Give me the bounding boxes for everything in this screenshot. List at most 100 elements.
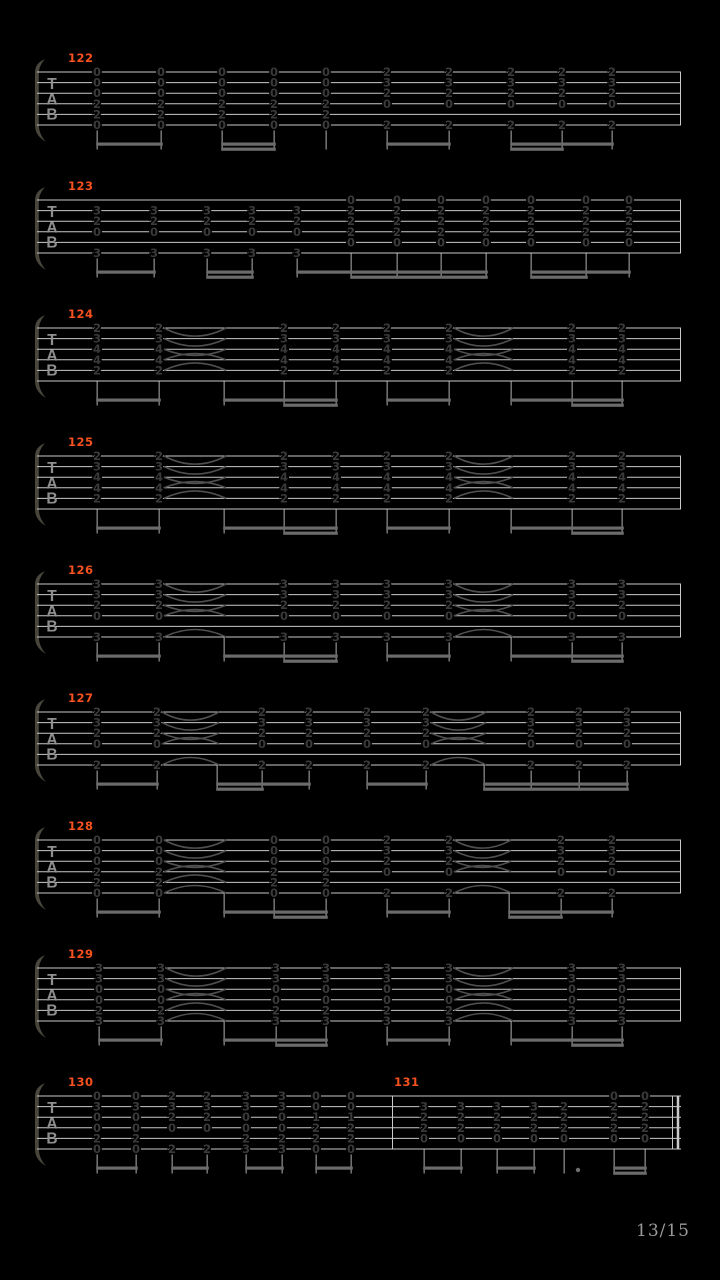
fret-number: 0 xyxy=(322,982,330,996)
tab-system: TAB1293300233300233300233300233300233300… xyxy=(35,947,681,1047)
fret-number: 3 xyxy=(157,1014,165,1028)
fret-number: 0 xyxy=(270,833,278,847)
beam xyxy=(223,526,338,530)
fret-number: 3 xyxy=(363,716,371,730)
fret-number: 0 xyxy=(93,844,101,858)
fret-number: 2 xyxy=(568,363,576,377)
fret-number: 2 xyxy=(445,449,453,463)
tab-system: TAB1220002200002200002200002200002202320… xyxy=(35,51,681,151)
fret-number: 2 xyxy=(347,225,355,239)
fret-number: 0 xyxy=(482,193,490,207)
tie-arc xyxy=(163,860,227,869)
fret-number: 2 xyxy=(93,449,101,463)
fret-number: 0 xyxy=(332,609,340,623)
fret-number: 3 xyxy=(272,1014,280,1028)
fret-number: 3 xyxy=(248,204,256,218)
fret-number: 2 xyxy=(445,65,453,79)
fret-number: 3 xyxy=(568,460,576,474)
tie-arc xyxy=(165,967,227,977)
tie-arc xyxy=(163,604,227,613)
fret-number: 2 xyxy=(293,214,301,228)
fret-number: 3 xyxy=(618,961,626,975)
fret-number: 3 xyxy=(280,460,288,474)
fret-number: 3 xyxy=(445,460,453,474)
fret-number: 2 xyxy=(610,1110,618,1124)
fret-number: 0 xyxy=(457,1131,465,1145)
beam xyxy=(221,142,276,146)
fret-number: 0 xyxy=(168,1121,176,1135)
beam xyxy=(483,782,629,786)
fret-number: 3 xyxy=(278,1100,286,1114)
beam xyxy=(96,1166,138,1170)
beam xyxy=(613,1166,647,1170)
fret-number: 2 xyxy=(618,449,626,463)
fret-number: 0 xyxy=(93,854,101,868)
fret-number: 0 xyxy=(623,737,631,751)
fret-number: 0 xyxy=(610,1089,618,1103)
fret-number: 4 xyxy=(568,470,576,484)
fret-number: 2 xyxy=(582,225,590,239)
fret-number: 2 xyxy=(641,1110,649,1124)
tie-arc xyxy=(453,849,512,859)
tie-arc xyxy=(453,608,514,617)
fret-number: 3 xyxy=(568,1014,576,1028)
fret-number: 2 xyxy=(383,86,391,100)
tie-arc xyxy=(163,608,227,617)
fret-number: 0 xyxy=(618,982,626,996)
tie-arc xyxy=(163,465,227,475)
fret-number: 0 xyxy=(610,1131,618,1145)
fret-number: 2 xyxy=(623,758,631,772)
fret-number: 2 xyxy=(608,65,616,79)
tie-arc xyxy=(163,348,227,357)
fret-number: 0 xyxy=(155,833,163,847)
beam xyxy=(366,782,428,786)
fret-number: 2 xyxy=(507,86,515,100)
fret-number: 3 xyxy=(445,588,453,602)
fret-number: 0 xyxy=(155,886,163,900)
fret-number: 3 xyxy=(618,1014,626,1028)
fret-number: 2 xyxy=(93,97,101,111)
fret-number: 2 xyxy=(312,1131,320,1145)
fret-number: 3 xyxy=(93,332,101,346)
tab-clef-letter: B xyxy=(46,747,57,764)
fret-number: 3 xyxy=(445,972,453,986)
fret-number: 1 xyxy=(312,1110,320,1124)
fret-number: 2 xyxy=(457,1121,465,1135)
fret-number: 2 xyxy=(445,886,453,900)
tab-system: TAB1263320333203332033320333203332033320… xyxy=(35,563,681,663)
fret-number: 3 xyxy=(157,972,165,986)
fret-number: 0 xyxy=(322,833,330,847)
fret-number: 2 xyxy=(168,1142,176,1156)
tie-arc xyxy=(161,721,220,731)
tie-arc xyxy=(161,756,220,766)
tie-arc xyxy=(163,849,227,859)
tie-arc xyxy=(165,1012,227,1022)
tab-clef-letter: A xyxy=(46,859,57,876)
fret-number: 2 xyxy=(153,705,161,719)
fret-number: 2 xyxy=(383,854,391,868)
fret-number: 0 xyxy=(347,193,355,207)
fret-number: 0 xyxy=(625,235,633,249)
fret-number: 4 xyxy=(332,481,340,495)
fret-number: 2 xyxy=(383,1003,391,1017)
fret-number: 2 xyxy=(258,758,266,772)
fret-number: 0 xyxy=(393,193,401,207)
fret-number: 4 xyxy=(93,481,101,495)
measure-number: 122 xyxy=(68,51,94,65)
fret-number: 3 xyxy=(155,332,163,346)
fret-number: 0 xyxy=(93,737,101,751)
fret-number: 2 xyxy=(93,705,101,719)
fret-number: 0 xyxy=(527,737,535,751)
fret-number: 0 xyxy=(203,225,211,239)
tie-arc xyxy=(165,988,227,997)
fret-number: 2 xyxy=(155,875,163,889)
fret-number: 0 xyxy=(157,76,165,90)
fret-number: 2 xyxy=(93,321,101,335)
fret-number: 2 xyxy=(568,491,576,505)
fret-number: 2 xyxy=(157,1003,165,1017)
tie-arc xyxy=(453,593,514,603)
fret-number: 0 xyxy=(527,235,535,249)
tab-clef-letter: T xyxy=(47,332,57,349)
fret-number: 2 xyxy=(168,1089,176,1103)
fret-number: 0 xyxy=(270,118,278,132)
